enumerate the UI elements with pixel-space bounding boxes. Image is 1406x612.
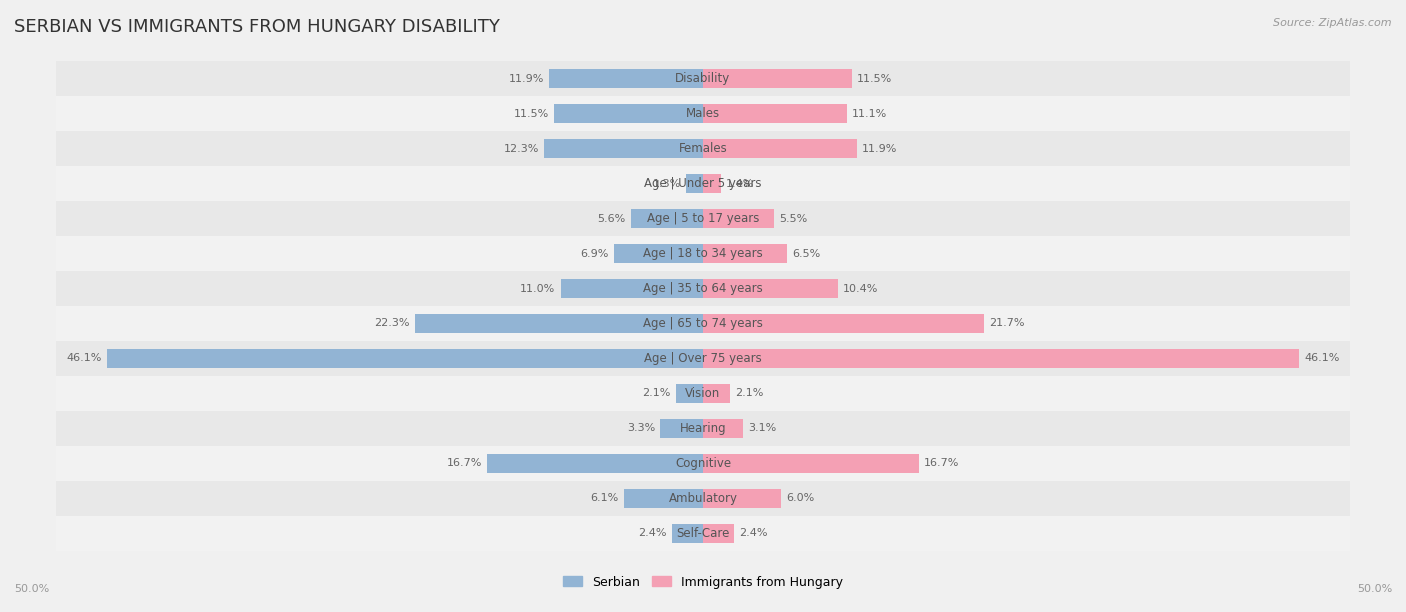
Bar [703, 314, 984, 333]
Bar [56, 271, 1350, 306]
Bar [703, 174, 721, 193]
Text: 10.4%: 10.4% [842, 283, 879, 294]
Text: 11.0%: 11.0% [520, 283, 555, 294]
Bar [56, 341, 1350, 376]
Text: 11.9%: 11.9% [509, 73, 544, 84]
Text: Ambulatory: Ambulatory [668, 492, 738, 505]
Text: 6.5%: 6.5% [792, 248, 821, 258]
Text: Source: ZipAtlas.com: Source: ZipAtlas.com [1274, 18, 1392, 28]
Bar [624, 489, 703, 508]
Text: 1.4%: 1.4% [727, 179, 755, 188]
Bar [107, 349, 703, 368]
Text: Vision: Vision [685, 387, 721, 400]
Bar [661, 419, 703, 438]
Bar [703, 453, 920, 473]
Bar [56, 96, 1350, 131]
Text: 2.1%: 2.1% [735, 389, 763, 398]
Text: 3.3%: 3.3% [627, 424, 655, 433]
Text: 6.0%: 6.0% [786, 493, 814, 503]
Text: Age | 65 to 74 years: Age | 65 to 74 years [643, 317, 763, 330]
Bar [415, 314, 703, 333]
Bar [56, 61, 1350, 96]
Bar [56, 236, 1350, 271]
Text: Age | 5 to 17 years: Age | 5 to 17 years [647, 212, 759, 225]
Bar [703, 384, 730, 403]
Bar [703, 209, 775, 228]
Bar [544, 139, 703, 159]
Text: 16.7%: 16.7% [924, 458, 959, 468]
Bar [56, 131, 1350, 166]
Bar [486, 453, 703, 473]
Bar [56, 446, 1350, 481]
Text: 11.9%: 11.9% [862, 144, 897, 154]
Text: 46.1%: 46.1% [66, 354, 101, 364]
Text: 5.5%: 5.5% [779, 214, 807, 223]
Text: Males: Males [686, 107, 720, 120]
Bar [56, 411, 1350, 446]
Text: 2.4%: 2.4% [638, 528, 666, 539]
Bar [703, 524, 734, 543]
Text: 50.0%: 50.0% [14, 584, 49, 594]
Bar [56, 481, 1350, 516]
Text: 1.3%: 1.3% [652, 179, 681, 188]
Text: Self-Care: Self-Care [676, 527, 730, 540]
Bar [630, 209, 703, 228]
Bar [56, 201, 1350, 236]
Text: Age | Under 5 years: Age | Under 5 years [644, 177, 762, 190]
Text: Females: Females [679, 142, 727, 155]
Bar [614, 244, 703, 263]
Legend: Serbian, Immigrants from Hungary: Serbian, Immigrants from Hungary [558, 570, 848, 594]
Bar [703, 244, 787, 263]
Text: Disability: Disability [675, 72, 731, 85]
Text: Age | 18 to 34 years: Age | 18 to 34 years [643, 247, 763, 260]
Bar [686, 174, 703, 193]
Text: 2.4%: 2.4% [740, 528, 768, 539]
Bar [56, 306, 1350, 341]
Text: 21.7%: 21.7% [988, 318, 1025, 329]
Bar [703, 139, 856, 159]
Text: 6.9%: 6.9% [581, 248, 609, 258]
Text: 3.1%: 3.1% [748, 424, 776, 433]
Bar [554, 104, 703, 123]
Bar [56, 376, 1350, 411]
Bar [703, 69, 852, 88]
Text: 46.1%: 46.1% [1305, 354, 1340, 364]
Text: Age | 35 to 64 years: Age | 35 to 64 years [643, 282, 763, 295]
Bar [676, 384, 703, 403]
Bar [703, 419, 744, 438]
Text: Cognitive: Cognitive [675, 457, 731, 470]
Text: 11.1%: 11.1% [852, 109, 887, 119]
Text: 11.5%: 11.5% [856, 73, 893, 84]
Bar [56, 166, 1350, 201]
Text: 11.5%: 11.5% [513, 109, 550, 119]
Bar [561, 279, 703, 298]
Bar [703, 104, 846, 123]
Bar [550, 69, 703, 88]
Text: 50.0%: 50.0% [1357, 584, 1392, 594]
Bar [703, 489, 780, 508]
Text: Age | Over 75 years: Age | Over 75 years [644, 352, 762, 365]
Bar [672, 524, 703, 543]
Bar [703, 279, 838, 298]
Text: 22.3%: 22.3% [374, 318, 409, 329]
Text: 16.7%: 16.7% [447, 458, 482, 468]
Text: Hearing: Hearing [679, 422, 727, 435]
Text: 5.6%: 5.6% [598, 214, 626, 223]
Text: 12.3%: 12.3% [503, 144, 538, 154]
Text: 2.1%: 2.1% [643, 389, 671, 398]
Text: 6.1%: 6.1% [591, 493, 619, 503]
Text: SERBIAN VS IMMIGRANTS FROM HUNGARY DISABILITY: SERBIAN VS IMMIGRANTS FROM HUNGARY DISAB… [14, 18, 501, 36]
Bar [703, 349, 1299, 368]
Bar [56, 516, 1350, 551]
